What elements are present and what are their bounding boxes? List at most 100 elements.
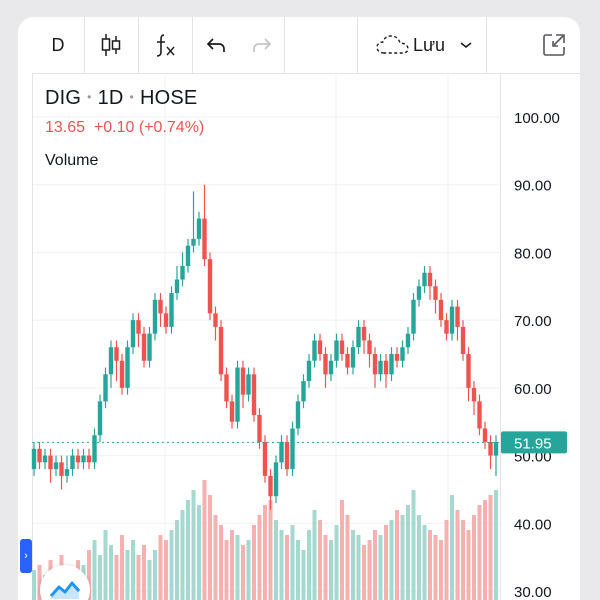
candle-body xyxy=(356,326,361,348)
volume-bar xyxy=(356,535,361,600)
volume-bar xyxy=(164,540,168,600)
candle-body xyxy=(130,320,136,348)
candle-body xyxy=(422,272,427,287)
volume-bar xyxy=(290,525,295,600)
volume-bar xyxy=(92,540,97,600)
candle-body xyxy=(262,442,268,476)
volume-bar xyxy=(114,555,119,600)
volume-bar xyxy=(191,490,196,600)
volume-bar xyxy=(307,530,311,600)
redo-button[interactable] xyxy=(240,17,284,73)
candle-body xyxy=(229,401,235,422)
candle-body xyxy=(416,286,422,300)
volume-bar xyxy=(450,495,454,600)
interval-button[interactable]: D xyxy=(51,34,65,55)
candle-body xyxy=(64,469,70,476)
toolbar-divider xyxy=(357,17,358,73)
tradingview-logo-button[interactable] xyxy=(40,565,90,600)
candle-body xyxy=(191,238,196,246)
candle-body xyxy=(383,360,389,375)
candle-body xyxy=(185,245,191,266)
volume-bar xyxy=(197,505,201,600)
candle-body xyxy=(224,374,229,402)
toolbar-divider xyxy=(192,17,193,73)
volume-bar xyxy=(395,510,399,600)
candle-body xyxy=(477,401,482,429)
candle-body xyxy=(493,442,499,456)
candle-body xyxy=(180,265,185,280)
candle-body xyxy=(339,340,345,354)
y-tick-label: 80.00 xyxy=(514,245,552,262)
candle-body xyxy=(488,442,493,456)
indicators-button[interactable] xyxy=(138,17,192,73)
volume-bar xyxy=(180,510,185,600)
candle-body xyxy=(163,313,169,327)
volume-bar xyxy=(384,525,388,600)
symbol-interval: 1D xyxy=(97,87,124,109)
chevron-down-icon xyxy=(460,42,472,49)
fullscreen-button[interactable] xyxy=(527,17,580,73)
price-info: 13.65 +0.10 (+0.74%) xyxy=(45,119,204,137)
candle-body xyxy=(301,381,306,402)
volume-indicator-label[interactable]: Volume xyxy=(45,152,99,169)
volume-bar xyxy=(125,550,130,600)
volume-bar xyxy=(466,530,471,600)
candle-body xyxy=(75,455,81,463)
volume-bar xyxy=(351,530,355,600)
candle-body xyxy=(141,333,147,361)
candle-body xyxy=(444,320,449,334)
candle-body xyxy=(279,442,284,463)
symbol-title[interactable]: DIG • 1D • HOSE xyxy=(45,87,197,110)
undo-button[interactable] xyxy=(192,17,240,73)
volume-bar xyxy=(153,550,157,600)
volume-bar xyxy=(433,535,438,600)
volume-bar xyxy=(263,505,267,600)
volume-bar xyxy=(439,540,443,600)
candle-body xyxy=(411,299,416,334)
price-chart[interactable]: 100.0090.0080.0070.0060.0050.0040.0030.0… xyxy=(18,74,580,600)
candle-body xyxy=(273,462,279,497)
volume-bar xyxy=(257,515,262,600)
candle-body xyxy=(202,218,207,260)
candle-body xyxy=(125,347,130,388)
candle-body xyxy=(367,340,372,354)
candle-body xyxy=(42,455,48,463)
candle-body xyxy=(372,354,378,375)
candle-body xyxy=(81,455,86,463)
y-tick-label: 70.00 xyxy=(514,313,552,330)
candle-body xyxy=(350,347,356,368)
chart-type-button[interactable] xyxy=(84,17,138,73)
candle-body xyxy=(158,299,163,314)
candle-body xyxy=(218,326,224,375)
volume-bar xyxy=(87,550,91,600)
candle-body xyxy=(400,347,405,361)
candle-body xyxy=(37,448,42,463)
volume-bar xyxy=(461,520,465,600)
volume-bar xyxy=(422,525,427,600)
volume-bar xyxy=(477,505,482,600)
last-price-label: 51.95 xyxy=(514,435,552,452)
undo-icon xyxy=(206,38,225,52)
candle-body xyxy=(31,448,37,470)
volume-bar xyxy=(444,520,449,600)
save-button[interactable]: Lưu xyxy=(357,17,475,73)
last-price-badge xyxy=(501,431,567,454)
volume-bar xyxy=(268,500,273,600)
last-price: 13.65 xyxy=(45,119,86,136)
candle-body xyxy=(119,360,125,388)
expand-toolbar-button[interactable]: › xyxy=(20,539,32,573)
candle-body xyxy=(136,320,141,334)
volume-bar xyxy=(219,525,223,600)
volume-bar xyxy=(362,545,366,600)
y-tick-label: 100.00 xyxy=(514,110,560,127)
candle-body xyxy=(433,286,438,300)
candle-body xyxy=(323,354,328,375)
volume-bar xyxy=(318,520,322,600)
price-change: +0.10 xyxy=(93,119,135,136)
separator-dot: • xyxy=(87,90,92,104)
cloud-icon xyxy=(376,35,409,54)
symbol-exchange: HOSE xyxy=(139,87,198,109)
y-tick-label: 30.00 xyxy=(514,584,552,600)
candle-body xyxy=(246,374,251,395)
candle-body xyxy=(306,360,312,382)
